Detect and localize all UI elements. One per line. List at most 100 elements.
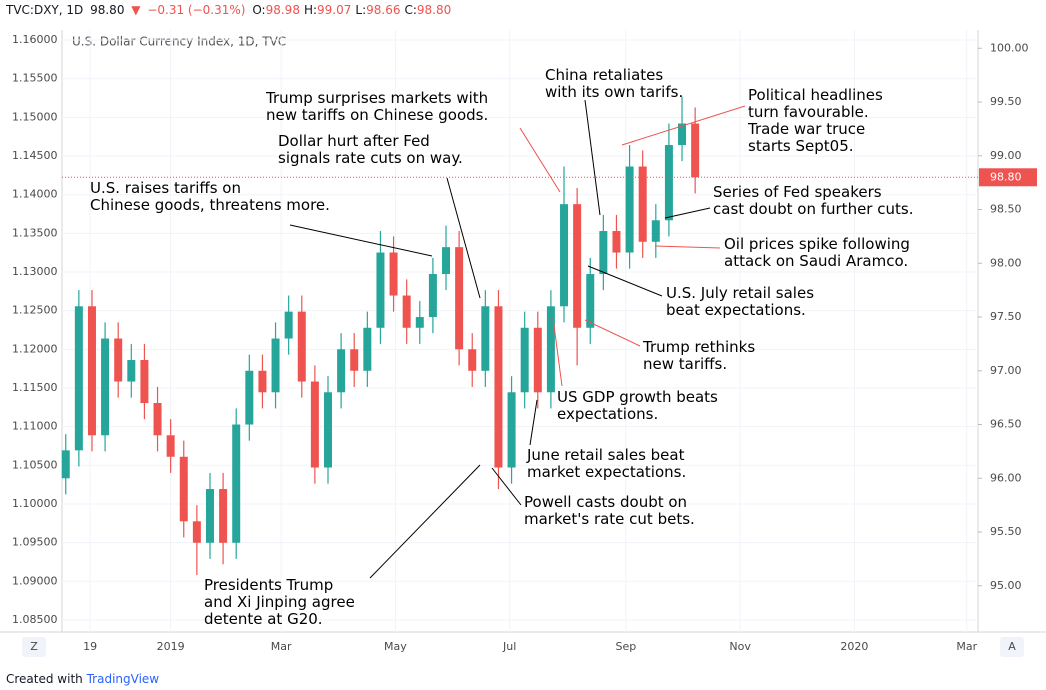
annotation-text: U.S. raises tariffs on <box>90 179 241 197</box>
candle-body <box>494 306 503 468</box>
annotation-text: Trump rethinks <box>642 338 755 356</box>
chart: Z A U.S. Dollar Currency Index, 1D, TVC … <box>0 30 1046 657</box>
ohlc-value: 98.66 <box>366 3 401 17</box>
candle-body <box>179 456 188 522</box>
zoom-button[interactable] <box>22 637 46 657</box>
x-tick-label: Jul <box>502 640 516 653</box>
candle-body <box>284 311 293 339</box>
candle-body <box>664 145 673 221</box>
annotation-text: with its own tarifs. <box>545 83 683 101</box>
candle-body <box>323 392 332 468</box>
annotation-line <box>654 245 721 249</box>
annotation-line <box>446 177 481 299</box>
annotation-text: Oil prices spike following <box>724 235 910 253</box>
candle-body <box>428 274 437 318</box>
annotation-text: market's rate cut bets. <box>524 510 695 528</box>
annotation-text: Dollar hurt after Fed <box>278 132 430 150</box>
annotation-text: expectations. <box>557 405 658 423</box>
annotation-line <box>584 319 641 347</box>
candle-body <box>599 231 608 275</box>
annotation-text: Trade war truce <box>747 120 865 138</box>
y2-tick-label: 98.50 <box>990 203 1022 216</box>
candle-body <box>297 311 306 382</box>
annotation-text: US GDP growth beats <box>557 388 718 406</box>
ohlc-label: H: <box>303 3 318 17</box>
y-tick-label: 1.16000 <box>12 33 58 46</box>
annotation-text: Chinese goods, threatens more. <box>90 196 330 214</box>
ohlc: O:98.98 H:99.07 L:98.66 C:98.80 <box>252 3 455 17</box>
brand[interactable]: TradingView <box>86 672 160 686</box>
candle-body <box>101 338 110 436</box>
y2-tick-label: 95.00 <box>990 579 1022 592</box>
annotation-line <box>552 317 563 387</box>
y-tick-label: 1.09500 <box>12 536 58 549</box>
annotation-text: Political headlines <box>748 86 883 104</box>
candle-body <box>402 295 411 328</box>
y-tick-label: 1.15000 <box>12 110 58 123</box>
change: −0.31 (−0.31%) <box>147 3 246 17</box>
price-label: 98.80 <box>990 170 1022 183</box>
ohlc-label: L: <box>355 3 367 17</box>
x-tick-label: Mar <box>956 640 977 653</box>
annotation-line <box>587 265 663 297</box>
annotation-text: Powell casts doubt on <box>524 493 687 511</box>
annotation-text: and Xi Jinping agree <box>204 593 355 611</box>
y2-tick-label: 96.50 <box>990 418 1022 431</box>
y2-tick-label: 96.00 <box>990 471 1022 484</box>
candle-body <box>481 306 490 371</box>
annotation-text: starts Sept05. <box>748 137 854 155</box>
candle-body <box>153 403 162 436</box>
annotation-text: new tariffs on Chinese goods. <box>266 106 488 124</box>
candle-body <box>350 349 359 371</box>
annotation-line <box>664 207 711 219</box>
candle-body <box>507 392 516 468</box>
candle-body <box>625 166 634 253</box>
x-tick-label: Mar <box>271 640 292 653</box>
candle-body <box>310 381 319 468</box>
annotation-line <box>369 464 481 579</box>
y-tick-label: 1.12000 <box>12 342 58 355</box>
annotation-text: attack on Saudi Aramco. <box>724 252 908 270</box>
y-tick-label: 1.15500 <box>12 72 58 85</box>
annotation-text: China retaliates <box>545 66 663 84</box>
y2-tick-label: 99.00 <box>990 149 1022 162</box>
auto-button[interactable] <box>1000 637 1024 657</box>
candle-body <box>192 521 201 543</box>
ohlc-label: O: <box>252 3 266 17</box>
ohlc-value: 98.80 <box>416 3 452 17</box>
candle-body <box>651 220 660 242</box>
candle-body <box>520 327 529 393</box>
annotation-text: turn favourable. <box>748 103 869 121</box>
y-tick-label: 1.11500 <box>12 381 58 394</box>
y2-tick-label: 97.00 <box>990 364 1022 377</box>
candle-body <box>678 123 687 146</box>
ohlc-value: 99.07 <box>317 3 352 17</box>
candle-body <box>219 489 228 543</box>
candle-body <box>612 231 621 253</box>
candle-body <box>127 360 136 382</box>
annotation-text: detente at G20. <box>204 610 323 628</box>
legend-title: U.S. Dollar Currency Index, 1D, TVC <box>72 35 286 49</box>
footer-text: Created with <box>6 672 83 686</box>
candle-body <box>74 306 83 451</box>
y-tick-label: 1.08500 <box>12 613 58 626</box>
candle-body <box>140 360 149 404</box>
y2-tick-label: 100.00 <box>990 41 1029 54</box>
zoom-label[interactable]: Z <box>30 640 38 653</box>
auto-label[interactable]: A <box>1008 640 1016 653</box>
annotation-text: beat expectations. <box>666 301 806 319</box>
annotation-text: Series of Fed speakers <box>713 183 882 201</box>
y-tick-label: 1.11000 <box>12 420 58 433</box>
candle-body <box>363 327 372 371</box>
price-label-bg <box>979 168 1037 187</box>
annotation-text: June retail sales beat <box>526 446 685 464</box>
annotation-text: cast doubt on further cuts. <box>713 200 913 218</box>
candle-body <box>586 274 595 328</box>
y-tick-label: 1.10500 <box>12 458 58 471</box>
annotation-line <box>491 467 522 506</box>
annotation-line <box>621 105 746 146</box>
candle-body <box>245 370 254 425</box>
y-tick-label: 1.10000 <box>12 497 58 510</box>
candle-body <box>376 252 385 328</box>
candle-body <box>415 317 424 328</box>
